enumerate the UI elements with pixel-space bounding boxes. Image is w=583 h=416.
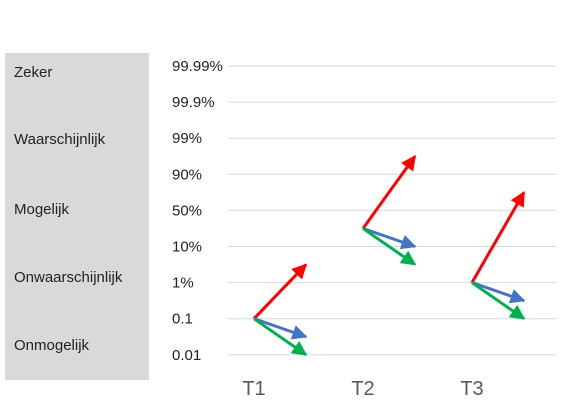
- arrow-t1: [252, 263, 308, 320]
- y-tick-label: 99%: [172, 130, 202, 147]
- label-onmogelijk: Onmogelijk: [14, 337, 90, 354]
- x-tick-label: T3: [460, 378, 483, 400]
- x-tick-label: T1: [242, 378, 265, 400]
- y-tick-label: 1%: [172, 275, 194, 292]
- y-tick-label: 10%: [172, 239, 202, 256]
- label-waarschijnlijk: Waarschijnlijk: [14, 131, 106, 148]
- likelihood-label-column: Zeker Waarschijnlijk Mogelijk Onwaarschi…: [5, 53, 149, 380]
- arrow-t1: [253, 317, 308, 357]
- y-tick-label: 0.1: [172, 311, 193, 328]
- x-tick-labels: T1 T2 T3: [242, 378, 483, 400]
- arrow-t2: [362, 227, 417, 250]
- x-tick-label: T2: [351, 378, 374, 400]
- arrow-t3: [471, 281, 526, 304]
- label-onwaarschijnlijk: Onwaarschijnlijk: [14, 269, 123, 286]
- y-tick-label: 99.99%: [172, 58, 223, 75]
- arrow-t1: [253, 317, 308, 340]
- y-tick-label: 90%: [172, 166, 202, 183]
- arrow-t3: [470, 191, 526, 284]
- label-mogelijk: Mogelijk: [14, 201, 70, 218]
- arrow-t2: [361, 155, 417, 230]
- arrow-t2: [362, 227, 417, 266]
- y-tick-label: 50%: [172, 202, 202, 219]
- arrow-t3: [471, 281, 526, 320]
- arrows: [252, 155, 526, 357]
- y-tick-label: 0.01: [172, 347, 201, 364]
- gridlines: [228, 65, 556, 356]
- y-tick-label: 99.9%: [172, 94, 215, 111]
- y-tick-labels: 99.99% 99.9% 99% 90% 50% 10% 1% 0.1 0.01: [172, 58, 223, 364]
- label-zeker: Zeker: [14, 64, 53, 81]
